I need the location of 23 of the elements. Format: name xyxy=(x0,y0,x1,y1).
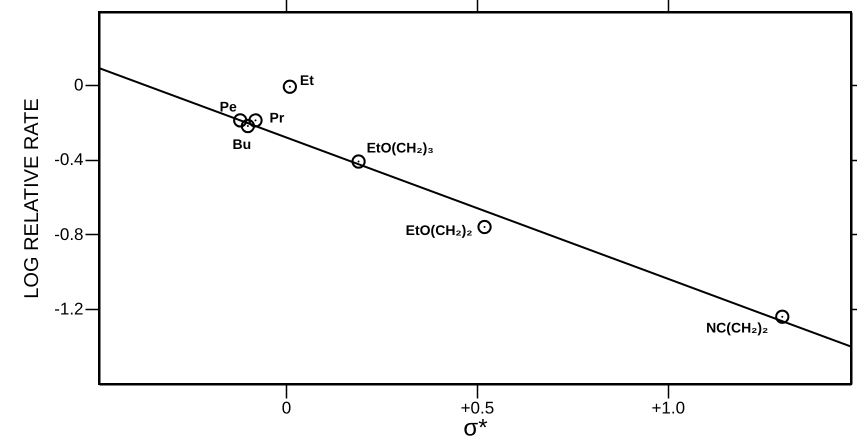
annotation: EtO(CH₂)₃ xyxy=(366,140,434,156)
x-tick-label: +1.0 xyxy=(651,398,686,418)
annotation: Pe xyxy=(220,98,238,114)
point xyxy=(775,310,790,324)
annotation: Bu xyxy=(232,136,252,152)
annotation: EtO(CH₂)₂ xyxy=(406,222,473,238)
y-tick-label: 0 xyxy=(74,75,84,94)
y-axis-title: LOG RELATIVE RATE xyxy=(21,98,44,299)
annotation: Et xyxy=(300,72,314,88)
x-axis-title: σ* xyxy=(463,414,488,442)
y-tick-label: -0.8 xyxy=(54,224,84,244)
point xyxy=(248,113,263,128)
annotation: NC(CH₂)₂ xyxy=(706,320,768,336)
point xyxy=(233,113,248,128)
y-tick-label: -0.4 xyxy=(54,150,84,170)
y-tick-label: -1.2 xyxy=(54,300,84,319)
x-tick-label: +0.5 xyxy=(460,398,494,418)
x-tick-label: 0 xyxy=(282,398,292,418)
annotation: Pr xyxy=(270,109,285,126)
point xyxy=(477,220,492,234)
point xyxy=(240,118,255,134)
point xyxy=(351,154,366,169)
point xyxy=(282,80,297,94)
